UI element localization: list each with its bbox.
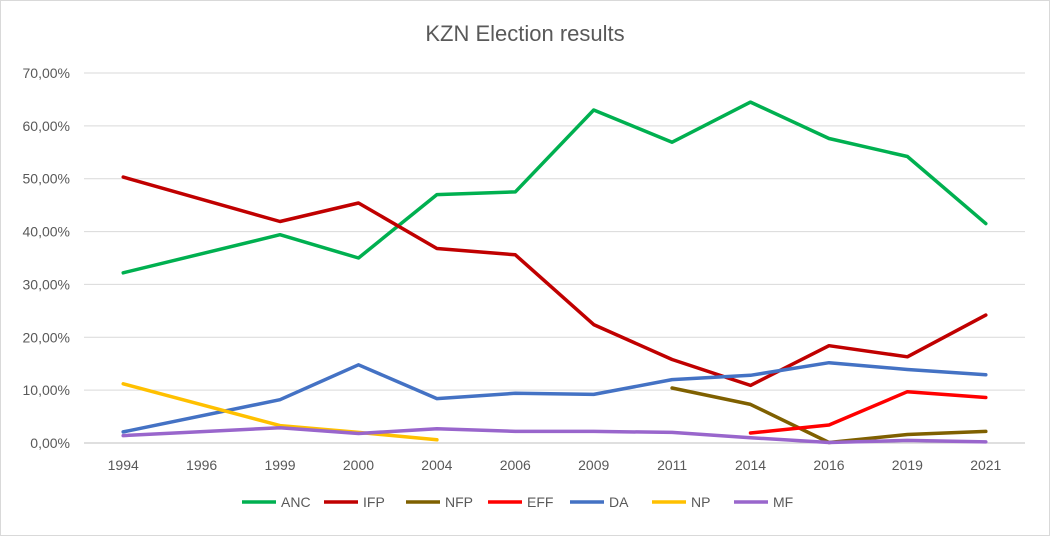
y-tick-label: 20,00% <box>23 329 70 345</box>
x-tick-label: 2004 <box>421 457 452 473</box>
x-tick-label: 2000 <box>343 457 374 473</box>
x-tick-label: 2014 <box>735 457 766 473</box>
x-tick-label: 2009 <box>578 457 609 473</box>
x-tick-label: 2016 <box>813 457 844 473</box>
y-tick-label: 40,00% <box>23 224 70 240</box>
legend-label-np: NP <box>691 494 710 510</box>
y-tick-label: 60,00% <box>23 118 70 134</box>
legend-label-nfp: NFP <box>445 494 473 510</box>
y-tick-label: 50,00% <box>23 171 70 187</box>
series-line-da <box>121 360 988 434</box>
y-axis-ticks: 0,00% 10,00% 20,00% 30,00% 40,00% 50,00% 60,00… <box>23 65 70 451</box>
series-line-mf <box>121 425 988 445</box>
chart-title: KZN Election results <box>425 21 624 46</box>
x-tick-label: 2019 <box>892 457 923 473</box>
gridlines <box>84 72 1025 444</box>
x-axis-ticks: 1994 1996 1999 2000 2004 2006 2009 2011 2014 2016… <box>108 457 1002 473</box>
legend-label-anc: ANC <box>281 494 311 510</box>
y-tick-label: 70,00% <box>23 65 70 81</box>
x-tick-label: 1996 <box>186 457 217 473</box>
y-tick-label: 0,00% <box>30 435 70 451</box>
legend-label-ifp: IFP <box>363 494 385 510</box>
series-line-anc <box>121 100 988 275</box>
series-line-eff <box>748 389 988 435</box>
x-tick-label: 1999 <box>264 457 295 473</box>
y-tick-label: 10,00% <box>23 382 70 398</box>
series-line-ifp <box>121 175 988 388</box>
x-tick-label: 2011 <box>657 457 687 473</box>
x-tick-label: 2006 <box>500 457 531 473</box>
legend-label-mf: MF <box>773 494 793 510</box>
series-lines <box>121 100 988 445</box>
legend-label-eff: EFF <box>527 494 553 510</box>
x-tick-label: 2021 <box>970 457 1001 473</box>
y-tick-label: 30,00% <box>23 276 70 292</box>
legend: ANC IFP NFP EFF DA NP MF <box>242 494 793 510</box>
x-tick-label: 1994 <box>108 457 139 473</box>
legend-label-da: DA <box>609 494 629 510</box>
